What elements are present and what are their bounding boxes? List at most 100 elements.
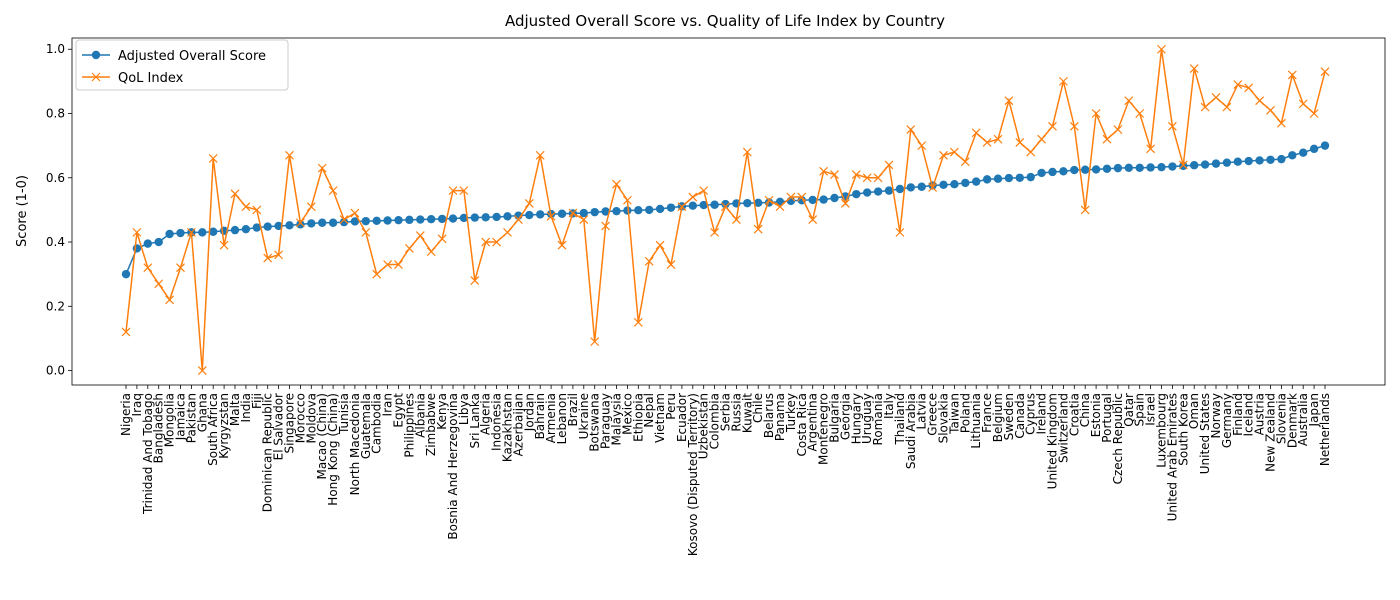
point bbox=[1059, 167, 1068, 176]
point bbox=[1168, 162, 1177, 171]
x-marker bbox=[208, 154, 218, 163]
x-tick-label: Croatia bbox=[1067, 393, 1081, 436]
point bbox=[263, 222, 272, 231]
point bbox=[710, 200, 719, 209]
x-marker bbox=[1298, 99, 1308, 109]
x-marker bbox=[819, 166, 829, 176]
x-tick-label: Vietnam bbox=[653, 393, 667, 443]
x-marker bbox=[949, 147, 959, 157]
x-marker bbox=[1026, 147, 1036, 157]
point bbox=[230, 225, 240, 235]
point bbox=[143, 239, 152, 248]
x-tick-label: United Kingdom bbox=[1046, 393, 1060, 489]
x-marker bbox=[121, 327, 131, 337]
point bbox=[1037, 168, 1046, 178]
x-marker bbox=[404, 244, 414, 253]
point bbox=[906, 183, 915, 192]
x-marker bbox=[579, 215, 589, 224]
x-tick-label: Australia bbox=[1296, 393, 1310, 446]
x-marker bbox=[851, 170, 861, 179]
x-marker bbox=[1004, 96, 1014, 106]
y-tick-label: 1.0 bbox=[46, 42, 65, 56]
x-marker bbox=[263, 253, 273, 263]
x-marker bbox=[339, 215, 349, 224]
x-tick-label: Germany bbox=[1220, 393, 1234, 448]
x-marker bbox=[753, 224, 763, 234]
x-tick-label: Argentina bbox=[806, 393, 820, 452]
point bbox=[132, 244, 142, 253]
point bbox=[1233, 157, 1243, 166]
point bbox=[339, 217, 349, 227]
x-tick-label: Costa Rica bbox=[795, 393, 809, 456]
x-tick-label: El Salvador bbox=[272, 393, 286, 460]
x-tick-label: Ukraine bbox=[577, 393, 591, 439]
x-marker bbox=[830, 170, 839, 179]
x-marker bbox=[601, 221, 611, 231]
x-tick-label: Panama bbox=[773, 393, 787, 441]
point bbox=[405, 215, 414, 225]
x-tick-label: Dominican Republic bbox=[261, 393, 275, 512]
point bbox=[1135, 163, 1144, 173]
x-tick-label: United Arab Emirates bbox=[1165, 393, 1179, 521]
point bbox=[383, 216, 392, 225]
point bbox=[209, 227, 218, 236]
x-tick-label: China bbox=[1078, 393, 1092, 427]
point bbox=[536, 210, 545, 219]
x-marker bbox=[1113, 125, 1123, 134]
x-marker bbox=[731, 215, 741, 224]
y-tick-label: 0.0 bbox=[46, 364, 65, 378]
x-marker bbox=[1135, 109, 1145, 118]
x-marker bbox=[295, 218, 305, 228]
x-marker bbox=[513, 215, 523, 224]
x-marker bbox=[219, 240, 229, 250]
x-tick-label: Kazakhstan bbox=[501, 393, 515, 462]
point bbox=[176, 228, 185, 238]
x-tick-label: Libya bbox=[457, 393, 471, 425]
x-tick-label: Uzbekistan bbox=[697, 393, 711, 459]
x-tick-label: Sri Lanka bbox=[468, 393, 482, 448]
y-tick-label: 0.6 bbox=[46, 171, 65, 185]
x-marker bbox=[1146, 144, 1156, 154]
x-tick-label: Macao (China) bbox=[315, 393, 329, 479]
x-tick-label: Latvia bbox=[915, 393, 929, 430]
point bbox=[884, 186, 894, 195]
x-marker bbox=[176, 263, 185, 273]
x-marker bbox=[1048, 121, 1057, 131]
point bbox=[634, 206, 643, 215]
point bbox=[350, 217, 360, 226]
x-tick-label: India bbox=[239, 393, 253, 422]
point bbox=[361, 216, 370, 226]
x-marker bbox=[524, 199, 534, 208]
x-marker bbox=[230, 189, 240, 199]
point bbox=[448, 214, 458, 223]
x-tick-label: Algeria bbox=[479, 393, 493, 435]
x-marker bbox=[568, 208, 578, 218]
x-marker bbox=[655, 240, 665, 250]
x-marker bbox=[492, 237, 502, 247]
x-tick-label: Ghana bbox=[195, 393, 209, 432]
x-tick-label: Lebanon bbox=[555, 393, 569, 444]
point bbox=[721, 199, 730, 209]
x-tick-label: Japan bbox=[1307, 393, 1321, 427]
x-marker bbox=[960, 157, 970, 167]
point bbox=[601, 207, 610, 216]
x-tick-label: France bbox=[980, 393, 994, 433]
point bbox=[579, 208, 588, 218]
x-marker bbox=[633, 317, 643, 327]
x-marker bbox=[688, 192, 698, 202]
x-marker bbox=[721, 202, 730, 212]
x-tick-label: Botswana bbox=[588, 393, 602, 452]
x-tick-label: Kenya bbox=[435, 393, 449, 430]
x-marker bbox=[306, 202, 316, 212]
point bbox=[699, 200, 708, 210]
x-marker bbox=[372, 269, 382, 279]
x-tick-label: Colombia bbox=[708, 393, 722, 449]
point bbox=[1146, 163, 1155, 172]
x-marker bbox=[394, 260, 403, 269]
x-marker bbox=[1211, 93, 1221, 102]
point bbox=[1299, 148, 1308, 157]
x-marker bbox=[895, 227, 905, 237]
x-marker bbox=[622, 195, 632, 205]
x-tick-label: Romania bbox=[871, 393, 885, 445]
point bbox=[993, 174, 1003, 183]
